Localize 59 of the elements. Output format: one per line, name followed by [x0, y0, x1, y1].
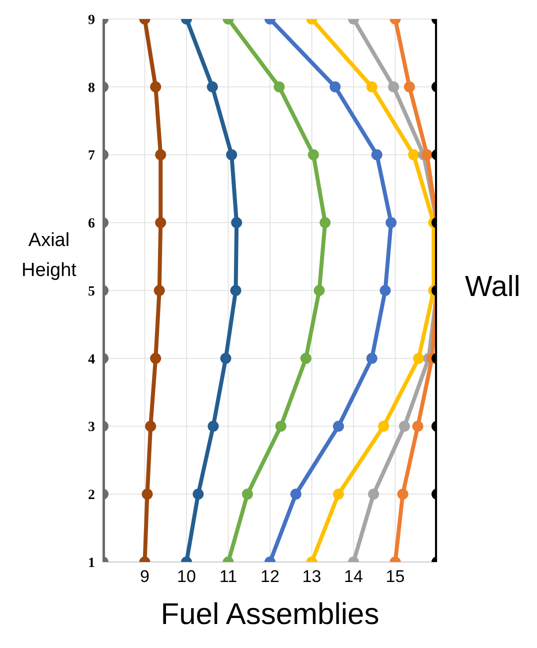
point — [154, 285, 165, 296]
x-tick-label: 13 — [302, 567, 322, 586]
point — [142, 488, 153, 500]
x-tick-label: 15 — [386, 567, 405, 586]
point — [371, 149, 382, 160]
point — [397, 488, 408, 500]
y-tick-label: 8 — [88, 80, 95, 96]
point — [231, 217, 242, 228]
point — [378, 420, 390, 432]
point — [320, 217, 331, 228]
point — [404, 81, 415, 92]
point — [386, 217, 397, 228]
point — [230, 285, 242, 296]
point — [308, 149, 319, 160]
point — [408, 149, 420, 160]
point — [274, 81, 285, 92]
point — [192, 488, 204, 500]
point — [412, 420, 424, 432]
y-tick-label: 5 — [88, 284, 95, 300]
y-tick-label: 3 — [88, 420, 95, 436]
point — [300, 352, 312, 364]
point — [314, 285, 325, 296]
point — [275, 420, 286, 432]
y-tick-label: 2 — [88, 488, 95, 504]
point — [380, 285, 391, 296]
annotation: Wall — [465, 270, 520, 304]
point — [242, 488, 253, 500]
point — [398, 420, 410, 432]
point — [368, 488, 380, 500]
point — [366, 352, 378, 364]
x-tick-label: 9 — [140, 567, 150, 586]
point — [206, 81, 218, 92]
point — [208, 420, 219, 432]
point — [150, 352, 162, 364]
x-tick-label: 11 — [219, 567, 238, 586]
y-tick-label: 1 — [88, 556, 95, 571]
point — [332, 488, 344, 500]
y-tick-label: 6 — [88, 216, 95, 232]
y-tick-label: 7 — [88, 148, 95, 164]
point — [413, 352, 424, 364]
y-tick-label: 4 — [88, 352, 95, 368]
point — [150, 81, 162, 92]
x-axis-title: Fuel Assemblies — [160, 598, 380, 632]
point — [155, 149, 166, 160]
point — [332, 420, 344, 432]
y-tick-label: 9 — [88, 12, 95, 28]
point — [366, 81, 378, 92]
x-tick-label: 12 — [260, 567, 280, 586]
y-axis-title: Axial Height — [20, 229, 78, 284]
point — [388, 81, 400, 92]
point — [226, 149, 238, 160]
point — [155, 217, 166, 228]
point — [421, 149, 432, 160]
x-tick-label: 14 — [344, 567, 363, 586]
point — [220, 352, 232, 364]
point — [145, 420, 156, 432]
point — [290, 488, 302, 500]
point — [330, 81, 341, 92]
x-tick-label: 10 — [177, 567, 196, 586]
